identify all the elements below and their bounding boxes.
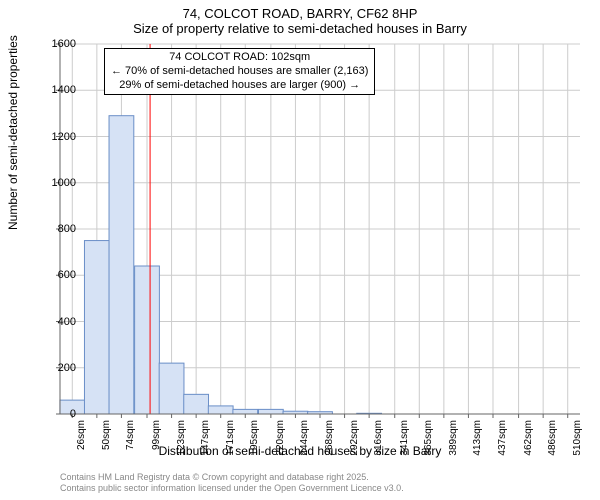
- footer-line2: Contains public sector information licen…: [60, 483, 404, 494]
- ytick-label: 1600: [52, 38, 76, 50]
- y-axis-label: Number of semi-detached properties: [6, 35, 20, 230]
- annotation-box: 74 COLCOT ROAD: 102sqm ← 70% of semi-det…: [104, 48, 375, 95]
- ytick-label: 400: [58, 316, 76, 328]
- ytick-label: 0: [70, 408, 76, 420]
- chart-title-line2: Size of property relative to semi-detach…: [0, 21, 600, 40]
- x-axis-label: Distribution of semi-detached houses by …: [0, 444, 600, 458]
- ytick-label: 1000: [52, 177, 76, 189]
- ytick-label: 1200: [52, 131, 76, 143]
- annotation-line2: ← 70% of semi-detached houses are smalle…: [111, 65, 368, 79]
- ytick-label: 800: [58, 223, 76, 235]
- annotation-line1: 74 COLCOT ROAD: 102sqm: [111, 51, 368, 65]
- ytick-label: 200: [58, 362, 76, 374]
- histogram-plot: [60, 44, 580, 414]
- footer-line1: Contains HM Land Registry data © Crown c…: [60, 472, 404, 483]
- annotation-line3: 29% of semi-detached houses are larger (…: [111, 79, 368, 93]
- footer-attribution: Contains HM Land Registry data © Crown c…: [60, 472, 404, 495]
- ytick-label: 1400: [52, 84, 76, 96]
- ytick-label: 600: [58, 269, 76, 281]
- chart-title-line1: 74, COLCOT ROAD, BARRY, CF62 8HP: [0, 0, 600, 21]
- chart-area: 74 COLCOT ROAD: 102sqm ← 70% of semi-det…: [60, 44, 580, 414]
